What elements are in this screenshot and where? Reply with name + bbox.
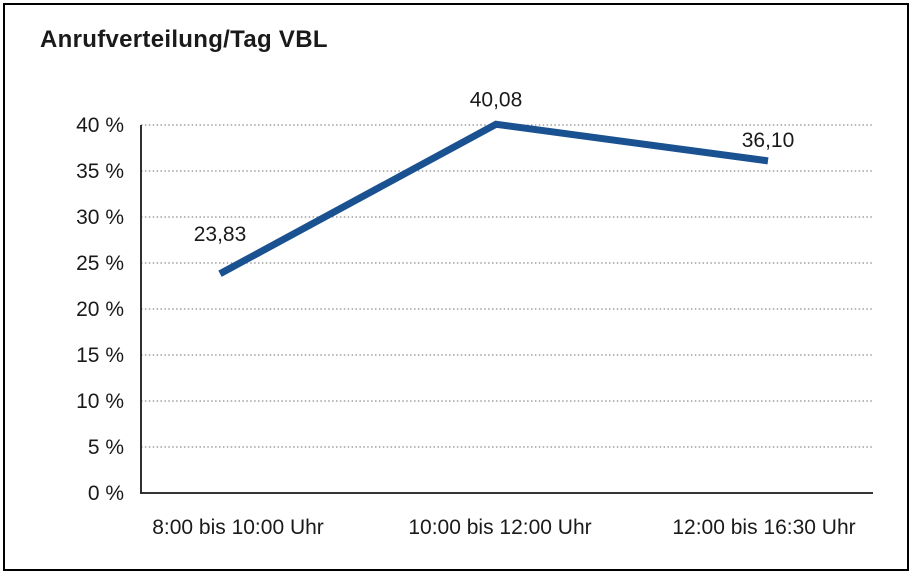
y-axis-tick-label: 35 % [76, 160, 124, 183]
y-axis-tick-label: 30 % [76, 206, 124, 229]
y-axis-tick-label: 40 % [76, 114, 124, 137]
y-axis-tick-label: 25 % [76, 252, 124, 275]
y-axis-tick-label: 15 % [76, 344, 124, 367]
x-axis-category-label: 12:00 bis 16:30 Uhr [672, 516, 855, 539]
series-line-anrufverteilung [218, 120, 769, 277]
y-axis-tick-label: 20 % [76, 298, 124, 321]
chart-title: Anrufverteilung/Tag VBL [40, 26, 328, 53]
y-axis-tick-label: 10 % [76, 390, 124, 413]
x-axis-category-label: 10:00 bis 12:00 Uhr [408, 516, 591, 539]
data-point-label: 36,10 [742, 129, 795, 152]
y-axis-tick-label: 5 % [88, 436, 124, 459]
data-point-label: 23,83 [194, 223, 247, 246]
data-point-label: 40,08 [470, 88, 523, 111]
x-axis-category-label: 8:00 bis 10:00 Uhr [152, 516, 324, 539]
y-axis-tick-label: 0 % [88, 482, 124, 505]
chart-frame [3, 3, 909, 571]
